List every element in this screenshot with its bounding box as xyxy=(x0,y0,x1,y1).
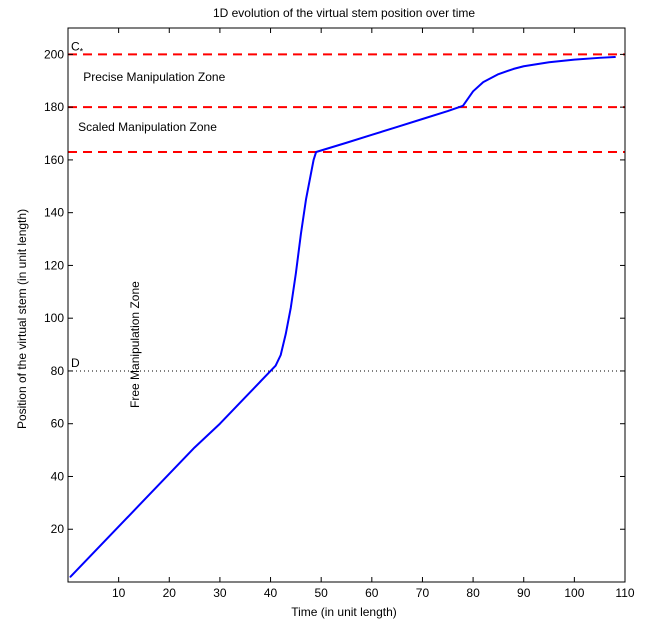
y-tick-label-5: 120 xyxy=(44,258,64,272)
plot-frame xyxy=(67,27,626,583)
y-tick-label-7: 160 xyxy=(44,153,64,167)
chart-title: 1D evolution of the virtual stem positio… xyxy=(213,6,475,20)
y-tick-label-9: 200 xyxy=(44,47,64,61)
ticks-layer: 10 20 30 40 50 60 70 80 90 100 110 20 40 60 80 100 120 14… xyxy=(44,28,635,600)
y-axis-label: Position of the virtual stem (in unit le… xyxy=(15,209,29,429)
x-tick-label-4: 50 xyxy=(315,586,329,600)
x-tick-label-9: 100 xyxy=(564,586,584,600)
zone-annotation-2: Free Manipulation Zone xyxy=(128,281,142,408)
x-tick-label-1: 20 xyxy=(163,586,177,600)
y-tick-label-6: 140 xyxy=(44,206,64,220)
x-tick-label-8: 90 xyxy=(517,586,531,600)
x-tick-label-5: 60 xyxy=(365,586,379,600)
x-tick-label-7: 80 xyxy=(466,586,480,600)
zone-annotation-0: Precise Manipulation Zone xyxy=(83,70,225,84)
y-tick-label-3: 80 xyxy=(51,364,65,378)
series-layer xyxy=(69,56,616,578)
reference-line-label-3: D xyxy=(71,356,80,370)
x-tick-label-2: 30 xyxy=(213,586,227,600)
x-tick-label-6: 70 xyxy=(416,586,430,600)
annotation-layer: Precise Manipulation Zone Scaled Manipula… xyxy=(78,70,225,408)
x-tick-label-3: 40 xyxy=(264,586,278,600)
series-line-0 xyxy=(69,56,616,578)
zone-annotation-1: Scaled Manipulation Zone xyxy=(78,120,217,134)
y-tick-label-2: 60 xyxy=(51,417,65,431)
y-tick-label-8: 180 xyxy=(44,100,64,114)
x-tick-label-10: 110 xyxy=(615,586,634,600)
y-tick-label-1: 40 xyxy=(51,469,65,483)
x-axis-label: Time (in unit length) xyxy=(291,605,397,619)
reference-lines: C*D xyxy=(68,39,625,372)
y-tick-label-0: 20 xyxy=(51,522,65,536)
y-tick-label-4: 100 xyxy=(44,311,64,325)
x-tick-label-0: 10 xyxy=(112,586,126,600)
